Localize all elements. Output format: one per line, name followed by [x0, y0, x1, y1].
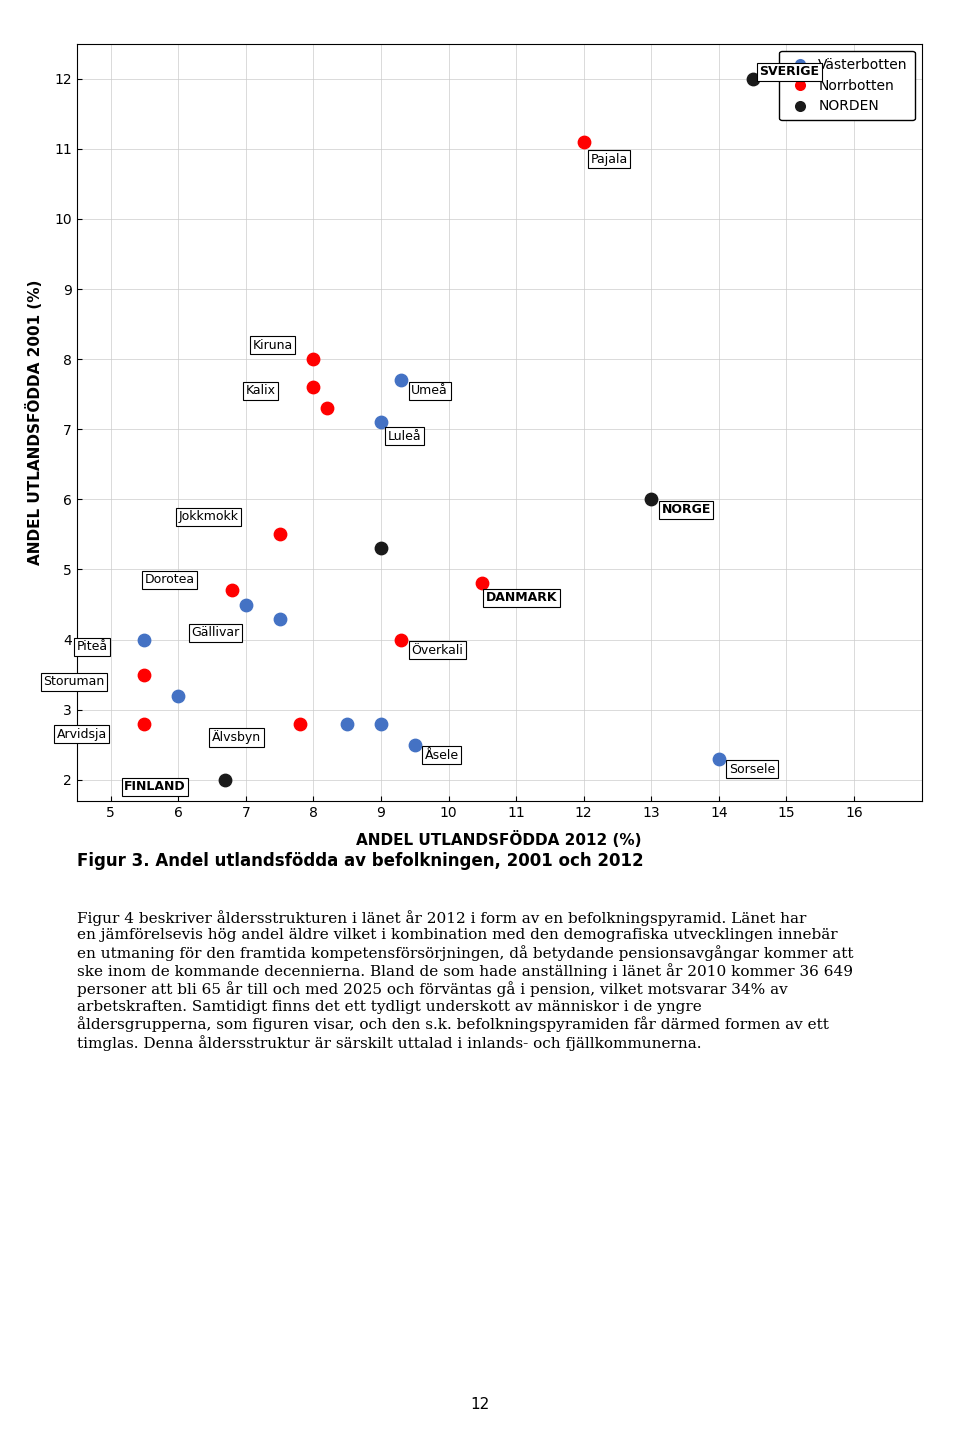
Point	[171, 684, 186, 708]
Text: Kiruna: Kiruna	[252, 339, 293, 352]
Text: Gällivar: Gällivar	[192, 626, 240, 639]
Point	[373, 712, 389, 735]
Point	[305, 348, 321, 371]
Point	[225, 579, 240, 603]
Point	[394, 628, 409, 651]
Text: Kalix: Kalix	[246, 384, 276, 397]
Text: Pajala: Pajala	[590, 153, 628, 166]
Text: Dorotea: Dorotea	[144, 574, 195, 587]
Point	[407, 732, 422, 756]
Point	[272, 607, 287, 630]
Point	[136, 662, 152, 686]
Text: NORGE: NORGE	[661, 504, 710, 517]
Text: SVERIGE: SVERIGE	[759, 66, 820, 79]
Text: Storuman: Storuman	[43, 676, 105, 689]
Text: Överkali: Överkali	[411, 644, 464, 657]
Point	[136, 628, 152, 651]
Point	[711, 747, 727, 770]
Text: Åsele: Åsele	[425, 748, 459, 761]
Text: Sorsele: Sorsele	[729, 763, 776, 776]
Text: 12: 12	[470, 1398, 490, 1412]
Text: Älvsbyn: Älvsbyn	[212, 731, 261, 744]
Text: Luleå: Luleå	[388, 430, 421, 443]
Legend: Västerbotten, Norrbotten, NORDEN: Västerbotten, Norrbotten, NORDEN	[780, 51, 915, 121]
Text: Jokkmokk: Jokkmokk	[179, 511, 238, 523]
Point	[745, 67, 760, 90]
Y-axis label: ANDEL UTLANDSFÖDDA 2001 (%): ANDEL UTLANDSFÖDDA 2001 (%)	[26, 280, 43, 565]
Point	[340, 712, 355, 735]
Point	[319, 396, 334, 419]
Point	[238, 593, 253, 616]
Point	[272, 523, 287, 546]
Point	[643, 488, 659, 511]
Point	[218, 769, 233, 792]
Point	[474, 572, 490, 596]
Point	[292, 712, 307, 735]
Point	[373, 537, 389, 561]
X-axis label: ANDEL UTLANDSFÖDDA 2012 (%): ANDEL UTLANDSFÖDDA 2012 (%)	[356, 831, 642, 847]
Point	[373, 411, 389, 434]
Text: Figur 4 beskriver åldersstrukturen i länet år 2012 i form av en befolkningspyram: Figur 4 beskriver åldersstrukturen i län…	[77, 910, 853, 1051]
Point	[576, 130, 591, 153]
Text: Arvidsja: Arvidsja	[57, 728, 107, 741]
Text: FINLAND: FINLAND	[124, 780, 185, 794]
Text: Figur 3. Andel utlandsfödda av befolkningen, 2001 och 2012: Figur 3. Andel utlandsfödda av befolknin…	[77, 852, 643, 869]
Point	[394, 368, 409, 392]
Point	[136, 712, 152, 735]
Text: Piteå: Piteå	[77, 641, 108, 654]
Text: Umeå: Umeå	[411, 384, 448, 397]
Point	[305, 376, 321, 399]
Text: DANMARK: DANMARK	[486, 591, 557, 604]
